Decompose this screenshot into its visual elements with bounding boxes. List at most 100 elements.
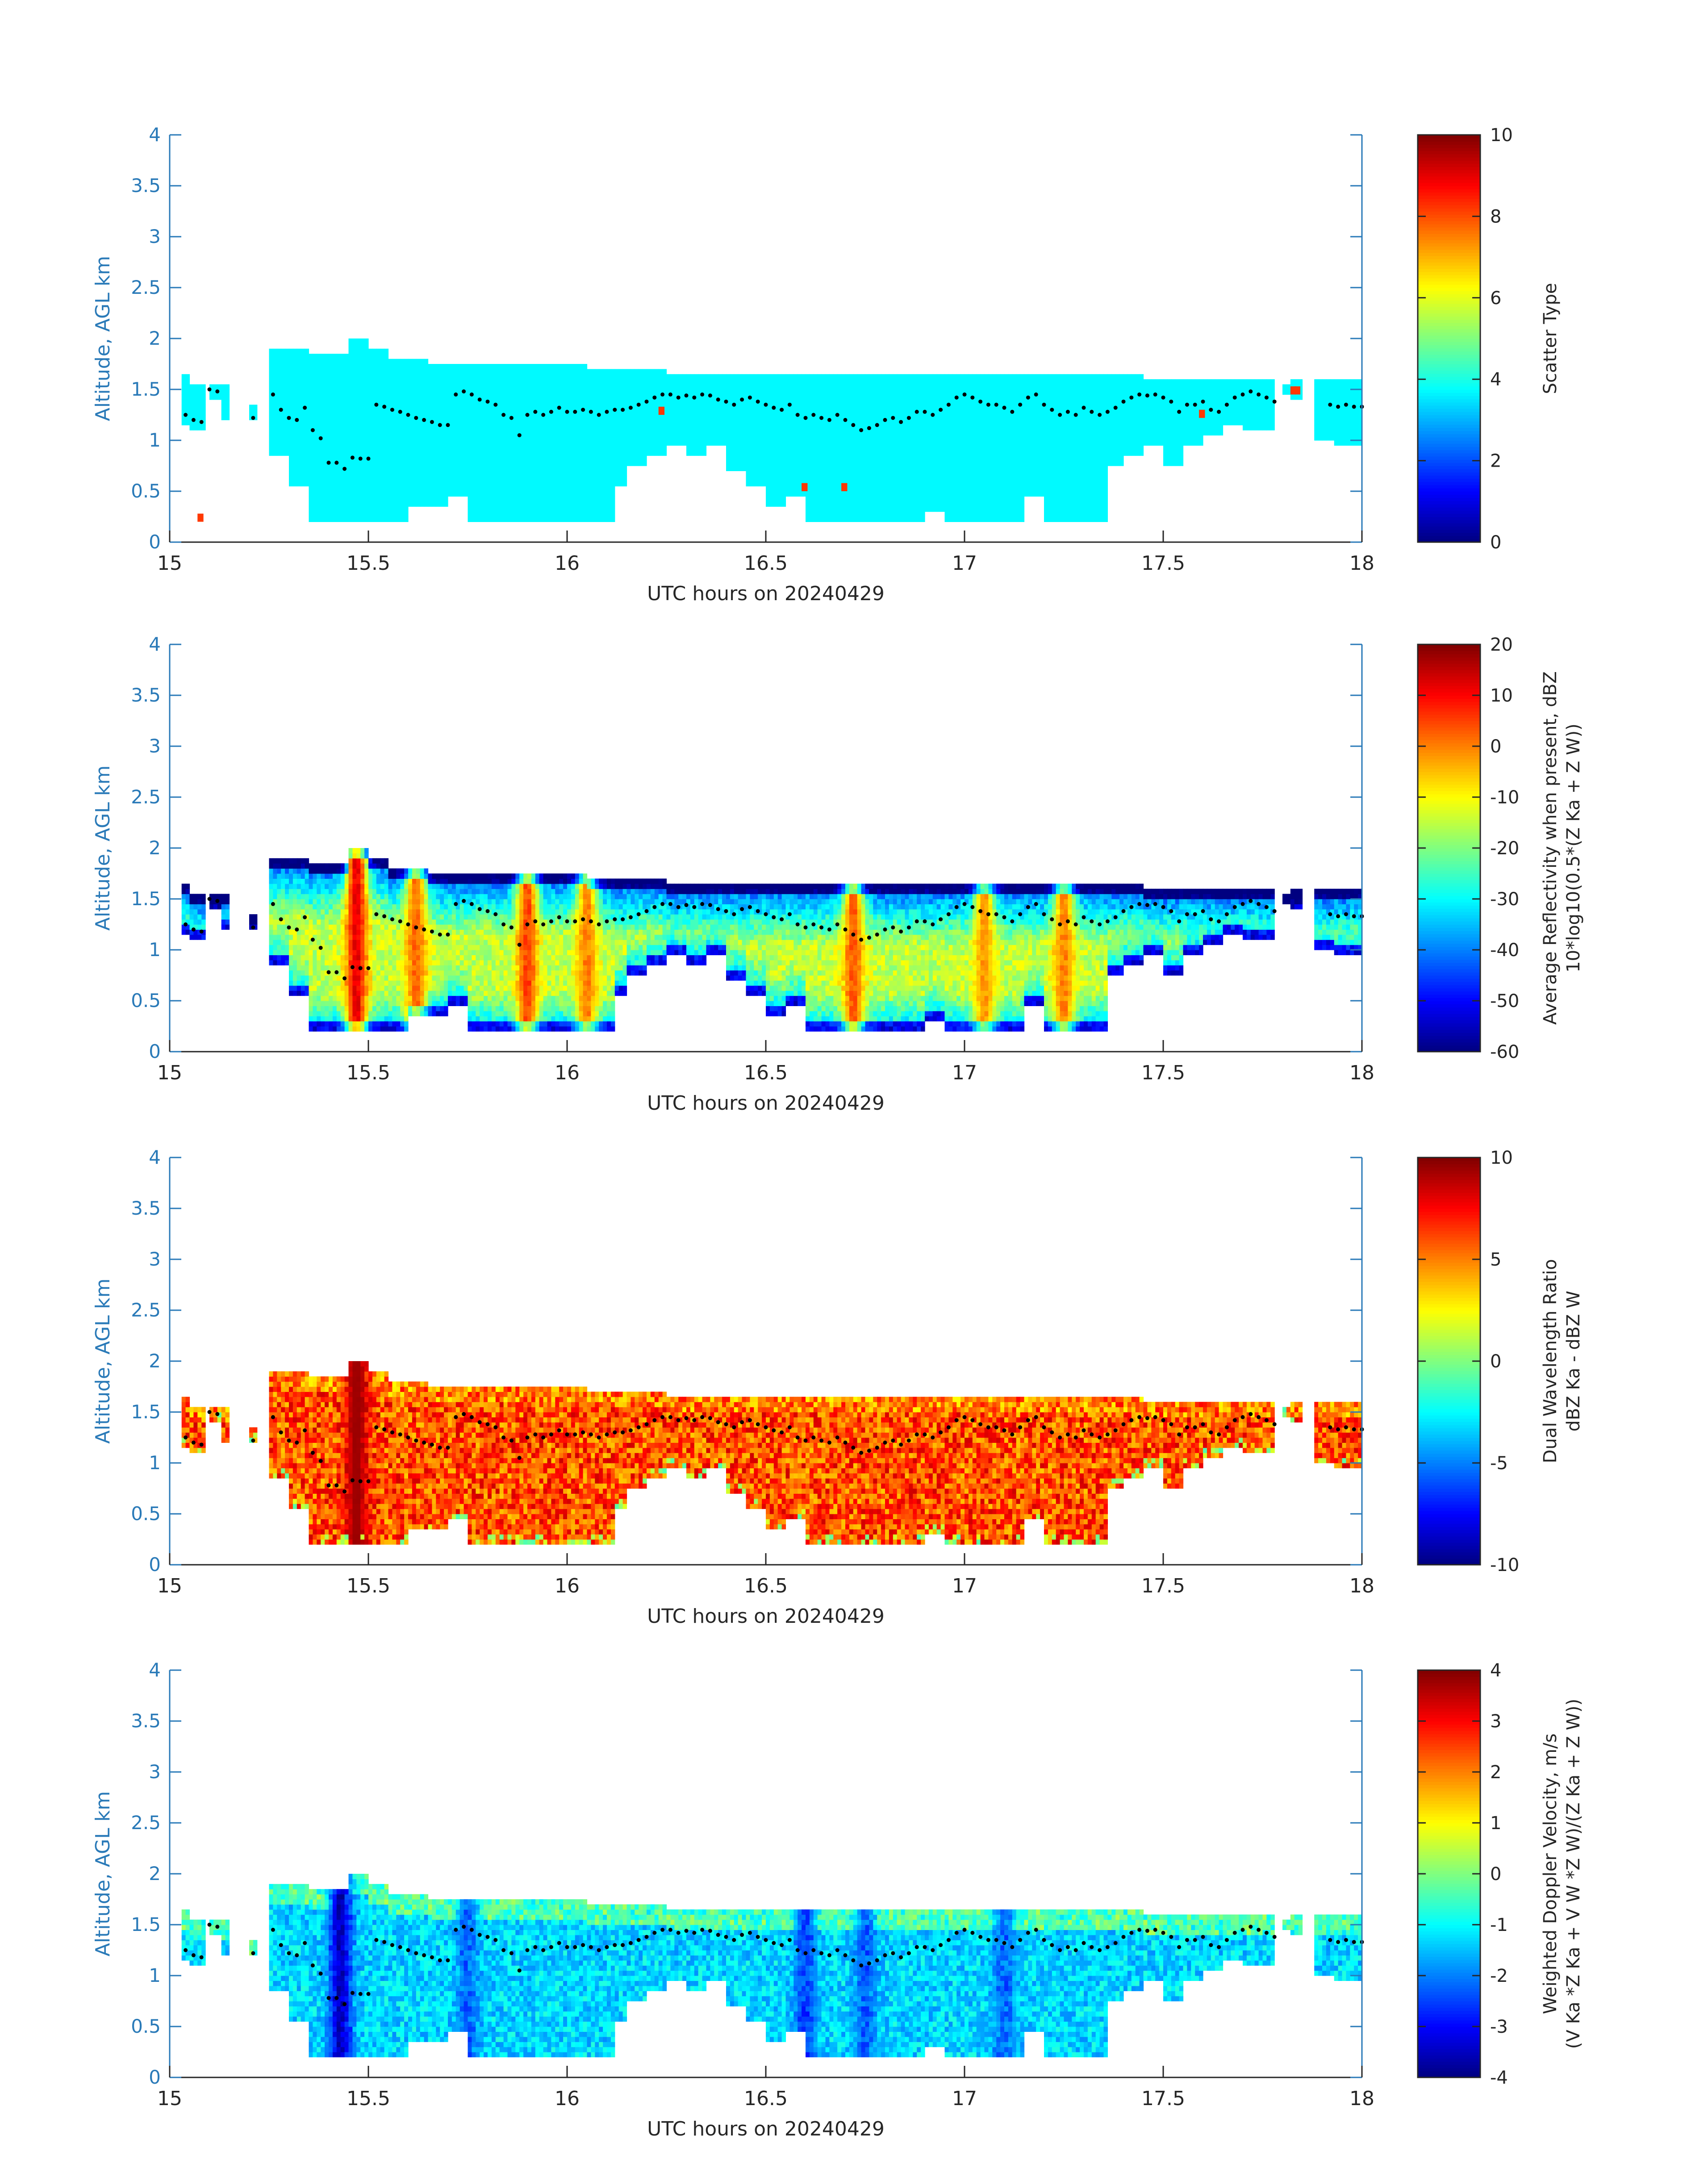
heatmap-cell (491, 481, 496, 487)
heatmap-cell (305, 399, 309, 405)
heatmap-cell (356, 496, 361, 502)
heatmap-cell (404, 359, 409, 364)
heatmap-cell (639, 405, 643, 410)
heatmap-cell (583, 435, 588, 441)
heatmap-cell (773, 440, 778, 446)
heatmap-cell (480, 399, 484, 405)
heatmap-cell (837, 399, 842, 405)
heatmap-cell (829, 506, 834, 512)
heatmap-cell (734, 394, 739, 400)
heatmap-cell (555, 471, 560, 476)
heatmap-cell (789, 384, 794, 390)
heatmap-cell (873, 405, 877, 410)
heatmap-cell (292, 394, 297, 400)
heatmap-cell (579, 394, 584, 400)
heatmap-cell (758, 476, 762, 481)
heatmap-cell (809, 460, 814, 466)
heatmap-cell (543, 455, 548, 461)
heatmap-cell (309, 409, 313, 415)
heatmap-cell (861, 466, 866, 471)
heatmap-cell (372, 374, 377, 380)
heatmap-cell (372, 425, 377, 430)
heatmap-cell (881, 450, 885, 456)
heatmap-cell (853, 450, 858, 456)
heatmap-cell (527, 425, 532, 430)
heatmap-cell (809, 415, 814, 420)
heatmap-cell (289, 369, 293, 375)
heatmap-cell (305, 435, 309, 441)
heatmap-cell (269, 389, 273, 395)
heatmap-cell (531, 364, 536, 369)
heatmap-cell (988, 466, 993, 471)
heatmap-cell (599, 471, 603, 476)
heatmap-cell (408, 394, 413, 400)
heatmap-cell (491, 435, 496, 441)
heatmap-cell (344, 455, 349, 461)
heatmap-cell (503, 481, 508, 487)
heatmap-cell (404, 501, 409, 507)
heatmap-cell (380, 486, 385, 492)
heatmap-cell (849, 420, 854, 426)
heatmap-cell (420, 425, 425, 430)
heatmap-cell (511, 369, 516, 375)
heatmap-cell (758, 445, 762, 451)
heatmap-cell (400, 501, 405, 507)
heatmap-cell (885, 425, 889, 430)
heatmap-cell (610, 481, 615, 487)
heatmap-cell (491, 415, 496, 420)
heatmap-cell (400, 511, 405, 517)
heatmap-cell (591, 374, 595, 380)
heatmap-cell (503, 506, 508, 512)
heatmap-cell (626, 409, 631, 415)
heatmap-cell (897, 517, 902, 522)
heatmap-cell (976, 476, 981, 481)
heatmap-cell (384, 425, 389, 430)
heatmap-cell (428, 486, 432, 492)
heatmap-cell (965, 374, 969, 380)
heatmap-cell (360, 455, 365, 461)
heatmap-cell (523, 460, 528, 466)
heatmap-cell (785, 409, 790, 415)
heatmap-cell (734, 450, 739, 456)
heatmap-cell (499, 405, 504, 410)
heatmap-cell (698, 379, 703, 385)
heatmap-cell (769, 399, 774, 405)
heatmap-cell (340, 430, 345, 436)
heatmap-cell (853, 425, 858, 430)
heatmap-cell (455, 460, 460, 466)
heatmap-cell (404, 430, 409, 436)
heatmap-cell (444, 476, 448, 481)
heatmap-cell (384, 501, 389, 507)
heatmap-cell (559, 440, 564, 446)
heatmap-cell (750, 466, 754, 471)
heatmap-cell (984, 440, 989, 446)
heatmap-cell (503, 501, 508, 507)
heatmap-cell (336, 476, 341, 481)
heatmap-cell (424, 384, 429, 390)
heatmap-cell (321, 486, 325, 492)
heatmap-cell (785, 384, 790, 390)
heatmap-cell (376, 445, 381, 451)
heatmap-cell (313, 460, 317, 466)
heatmap-cell (348, 399, 353, 405)
heatmap-cell (372, 415, 377, 420)
heatmap-cell (428, 460, 432, 466)
heatmap-cell (420, 374, 425, 380)
heatmap-cell (603, 501, 607, 507)
heatmap-cell (329, 506, 333, 512)
heatmap-cell (614, 435, 619, 441)
heatmap-cell (984, 430, 989, 436)
heatmap-cell (372, 481, 377, 487)
heatmap-cell (424, 389, 429, 395)
heatmap-cell (901, 374, 906, 380)
heatmap-cell (352, 476, 357, 481)
heatmap-cell (539, 425, 544, 430)
heatmap-cell (766, 501, 770, 507)
heatmap-cell (833, 399, 838, 405)
heatmap-cell (893, 506, 898, 512)
heatmap-cell (607, 486, 611, 492)
heatmap-cell (674, 405, 679, 410)
heatmap-cell (873, 466, 877, 471)
heatmap-cell (491, 496, 496, 502)
heatmap-cell (806, 486, 810, 492)
